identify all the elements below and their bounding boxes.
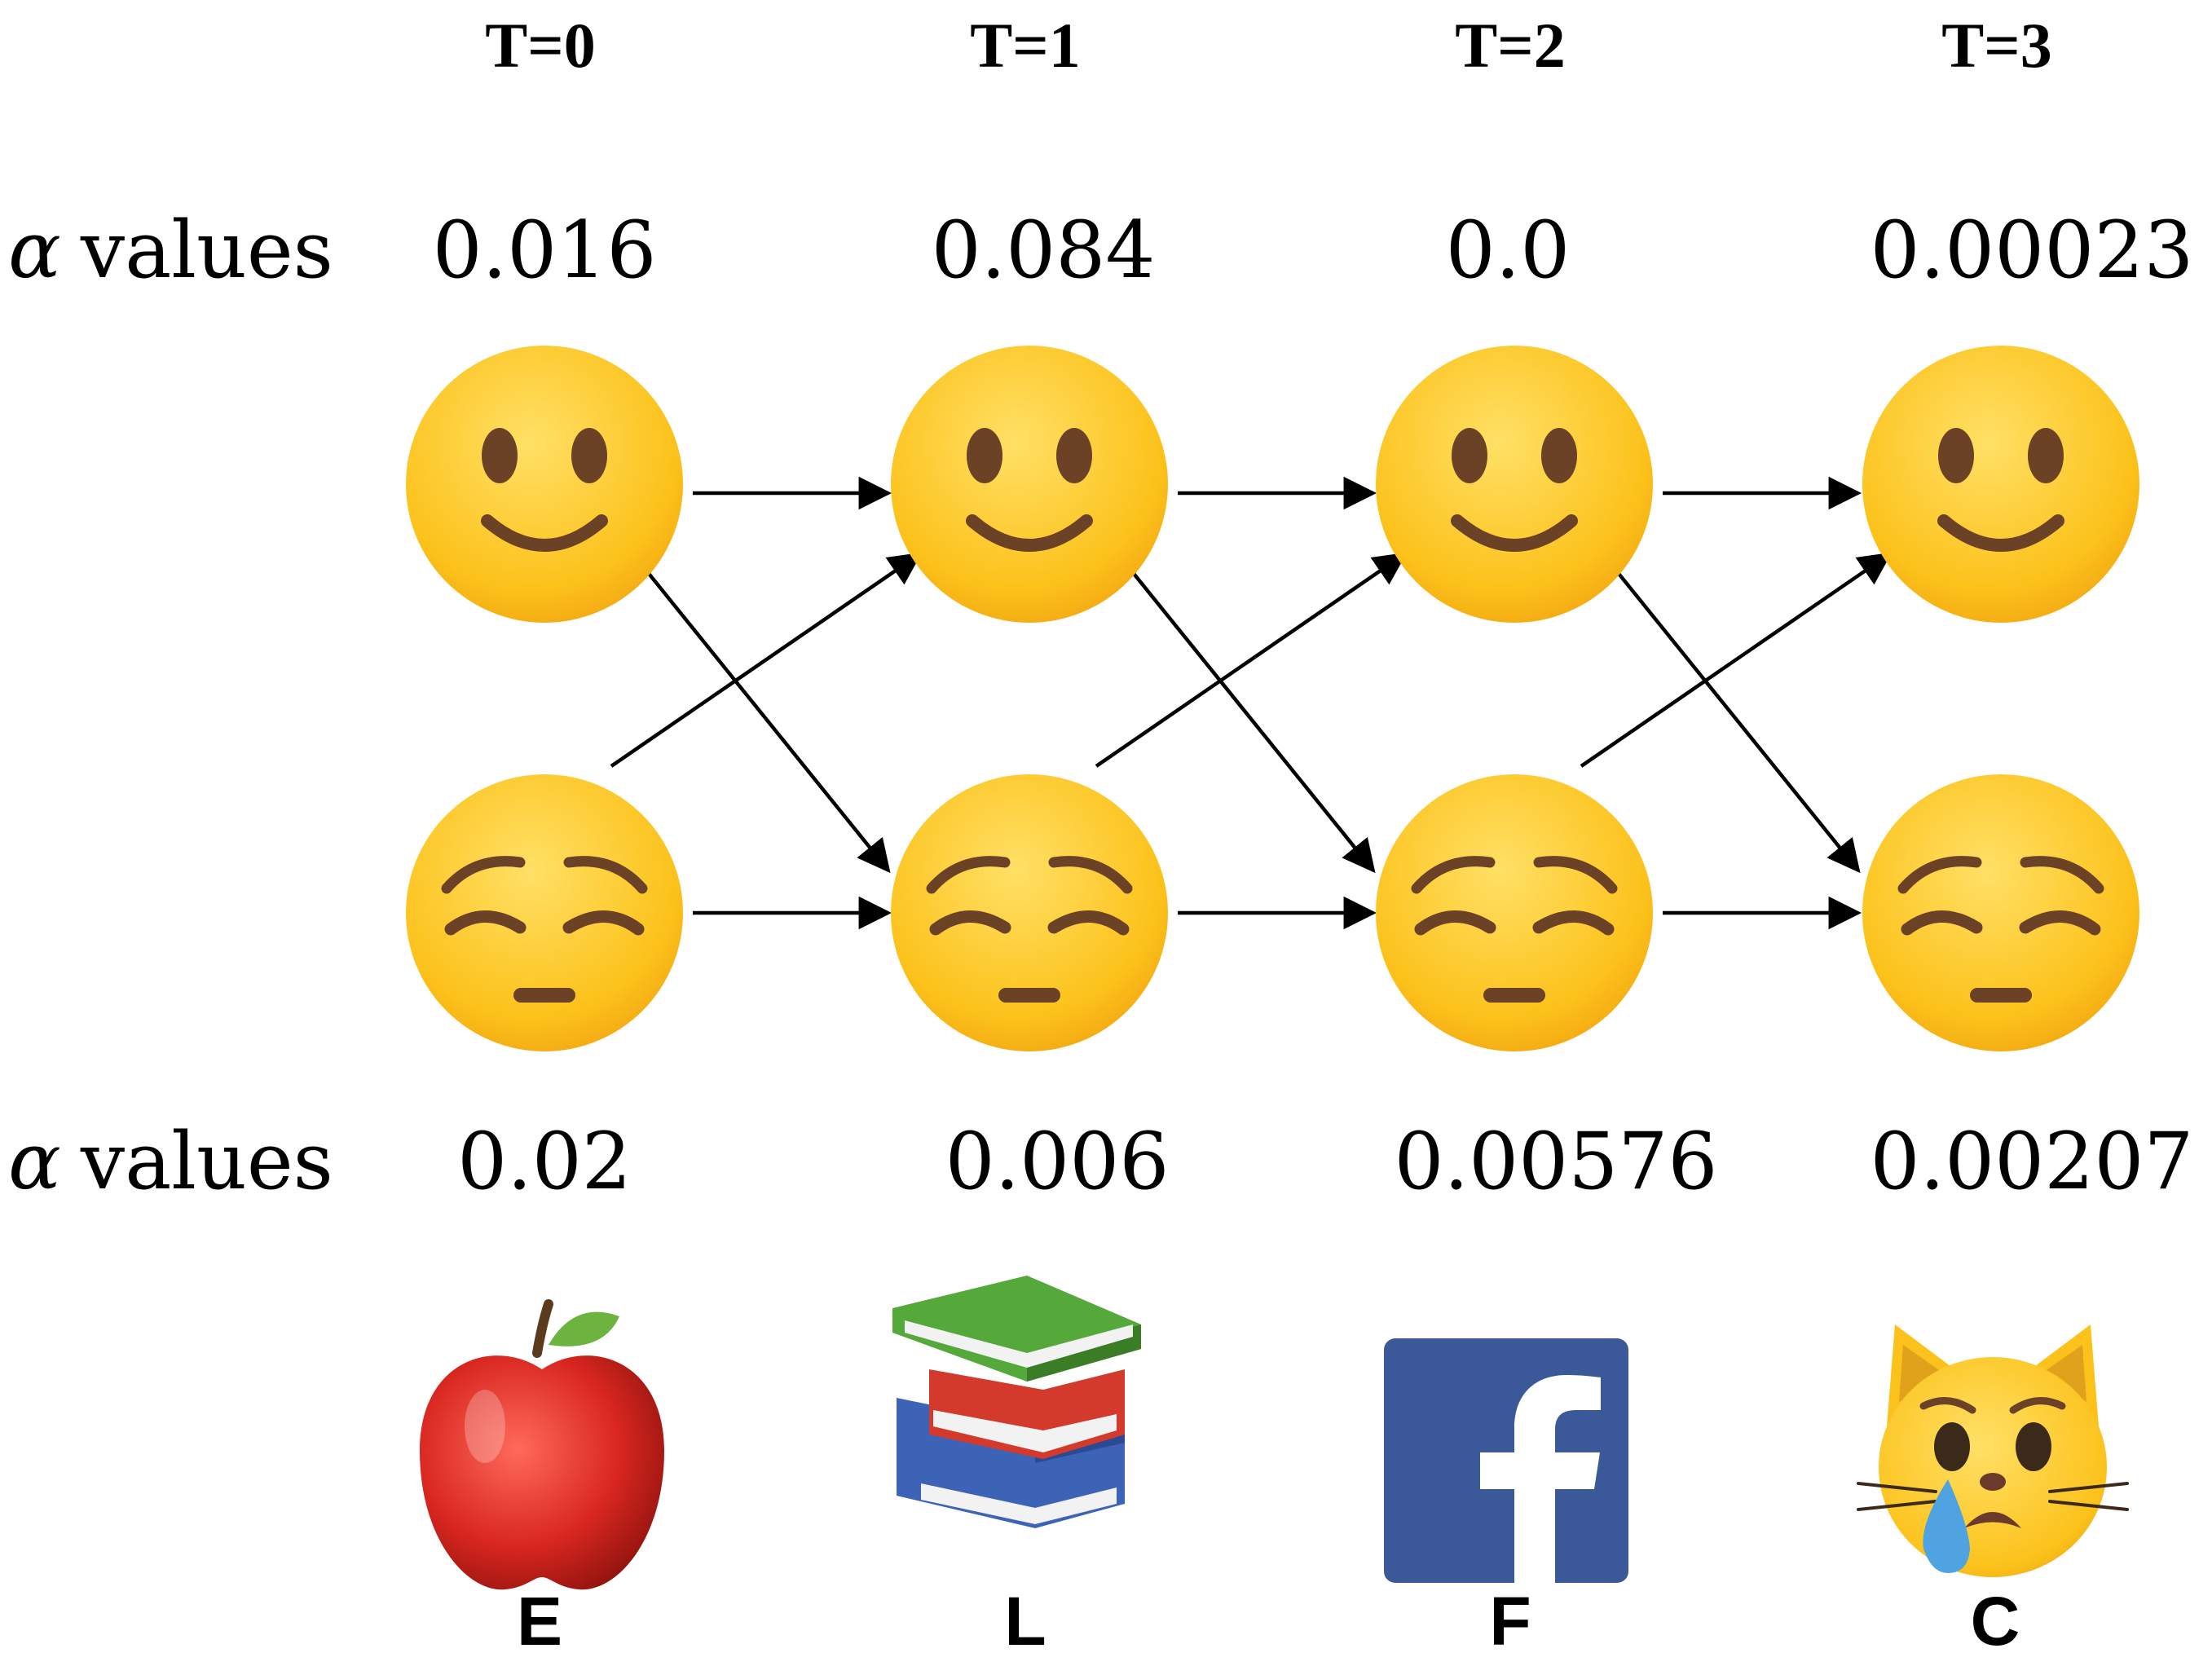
pensive-face-icon [406,774,683,1051]
slightly-smiling-face-icon [891,346,1168,623]
pensive-face-icon [1862,774,2139,1051]
alpha-label-text: values [80,205,333,296]
sad-alpha-value-3: 0.00207 [1871,1116,2194,1207]
arrow-sad-0-to-happy-1 [610,552,923,768]
arrow-happy-1-to-sad-2 [1130,569,1376,874]
time-step-label-1: T=1 [970,10,1080,81]
transition-arrows [610,476,1893,930]
arrow-happy-0-to-sad-1 [645,569,891,874]
alpha-row-label-top: α values [8,205,333,296]
sad-alpha-value-0: 0.02 [457,1116,632,1207]
happy-alpha-value-2: 0.0 [1446,205,1571,296]
books-icon [892,1276,1141,1528]
alpha-symbol: α [8,205,61,296]
observation-label-2: F [1489,1583,1531,1659]
sad-alpha-value-2: 0.00576 [1395,1116,1718,1207]
sad-state-row [406,774,2139,1051]
arrow-sad-1-to-happy-2 [1095,552,1408,768]
crying-cat-icon [1857,1324,2129,1577]
alpha-label-text: values [80,1116,333,1207]
sad-alpha-value-1: 0.006 [945,1116,1170,1207]
observation-label-1: L [1004,1583,1046,1659]
happy-alpha-value-0: 0.016 [433,205,657,296]
observation-label-3: C [1971,1583,2020,1659]
apple-icon [420,1299,664,1590]
pensive-face-icon [1376,774,1653,1051]
observation-label-0: E [517,1583,562,1659]
alpha-row-label-bottom: α values [8,1116,333,1207]
slightly-smiling-face-icon [406,346,683,623]
alpha-symbol: α [8,1116,61,1207]
happy-alpha-value-1: 0.084 [932,205,1156,296]
time-step-label-3: T=3 [1941,10,2051,81]
happy-alpha-value-3: 0.00023 [1871,205,2194,296]
time-step-label-0: T=0 [485,10,595,81]
arrow-happy-2-to-sad-3 [1615,569,1861,874]
arrow-sad-2-to-happy-3 [1580,552,1893,768]
happy-state-row [406,346,2139,623]
facebook-icon [1384,1338,1628,1583]
slightly-smiling-face-icon [1862,346,2139,623]
time-step-label-2: T=2 [1455,10,1565,81]
slightly-smiling-face-icon [1376,346,1653,623]
pensive-face-icon [891,774,1168,1051]
